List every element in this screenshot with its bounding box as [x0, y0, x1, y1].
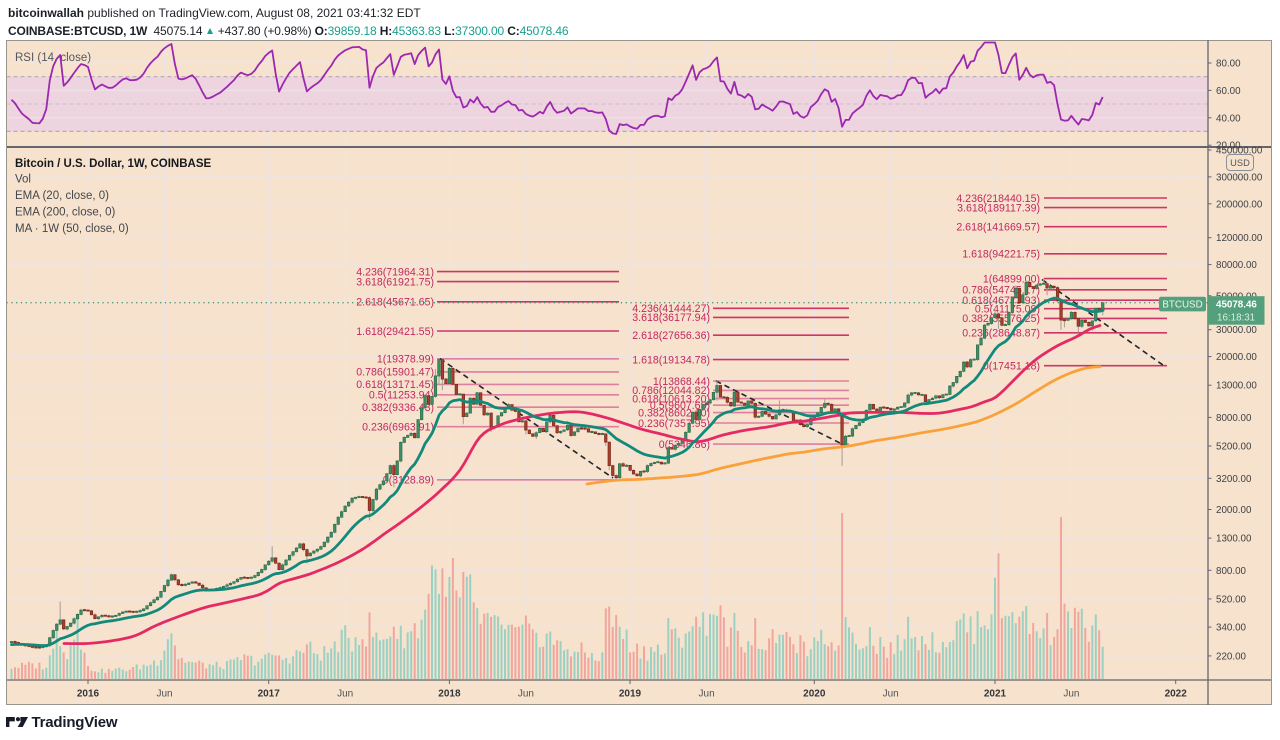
- svg-text:2019: 2019: [619, 689, 642, 700]
- svg-text:4.236(41444.27): 4.236(41444.27): [632, 303, 710, 315]
- svg-text:300000.00: 300000.00: [1216, 172, 1263, 183]
- svg-text:4.236(218440.15): 4.236(218440.15): [956, 193, 1040, 205]
- svg-text:3.618(36177.94): 3.618(36177.94): [632, 312, 710, 324]
- svg-text:Vol: Vol: [15, 174, 31, 186]
- svg-text:2.618(45671.65): 2.618(45671.65): [356, 297, 434, 309]
- svg-text:5200.00: 5200.00: [1216, 442, 1252, 453]
- svg-text:0.618(13171.45): 0.618(13171.45): [356, 379, 434, 391]
- svg-text:0.5(41175.09): 0.5(41175.09): [975, 304, 1040, 316]
- svg-text:2016: 2016: [77, 689, 100, 700]
- svg-text:120000.00: 120000.00: [1216, 233, 1263, 244]
- svg-text:TradingView: TradingView: [32, 714, 118, 731]
- svg-text:RSI (14, close): RSI (14, close): [15, 52, 91, 64]
- svg-text:0(3128.89): 0(3128.89): [383, 475, 434, 487]
- svg-text:Jun: Jun: [518, 689, 534, 700]
- svg-text:Jun: Jun: [156, 689, 172, 700]
- svg-text:2022: 2022: [1165, 689, 1188, 700]
- svg-text:30000.00: 30000.00: [1216, 325, 1257, 336]
- svg-text:2018: 2018: [438, 689, 461, 700]
- svg-text:13000.00: 13000.00: [1216, 381, 1257, 392]
- svg-text:Jun: Jun: [883, 689, 899, 700]
- svg-text:Jun: Jun: [337, 689, 353, 700]
- svg-text:2000.00: 2000.00: [1216, 505, 1252, 516]
- svg-text:1(13868.44): 1(13868.44): [653, 376, 710, 388]
- svg-text:Jun: Jun: [1063, 689, 1079, 700]
- svg-text:340.00: 340.00: [1216, 623, 1247, 634]
- svg-text:1(64899.00): 1(64899.00): [983, 273, 1040, 285]
- svg-text:0.618(10613.20): 0.618(10613.20): [632, 393, 710, 405]
- svg-text:1.618(19134.78): 1.618(19134.78): [632, 354, 710, 366]
- svg-text:EMA (20, close, 0): EMA (20, close, 0): [15, 190, 109, 202]
- svg-text:Bitcoin / U.S. Dollar, 1W, COI: Bitcoin / U.S. Dollar, 1W, COINBASE: [15, 158, 211, 170]
- svg-text:220.00: 220.00: [1216, 651, 1247, 662]
- svg-text:0.236(6963.91): 0.236(6963.91): [362, 422, 434, 434]
- svg-text:Jun: Jun: [699, 689, 715, 700]
- svg-text:45078.46: 45078.46: [1216, 300, 1257, 311]
- svg-text:450000.00: 450000.00: [1216, 146, 1263, 157]
- svg-text:1.618(29421.55): 1.618(29421.55): [356, 326, 434, 338]
- svg-text:3.618(61921.75): 3.618(61921.75): [356, 276, 434, 288]
- svg-text:200000.00: 200000.00: [1216, 199, 1263, 210]
- svg-text:USD: USD: [1230, 158, 1250, 168]
- svg-text:0.5(9607.65): 0.5(9607.65): [650, 400, 710, 412]
- svg-text:8000.00: 8000.00: [1216, 413, 1252, 424]
- svg-text:MA · 1W (50, close, 0): MA · 1W (50, close, 0): [15, 223, 129, 235]
- svg-text:2020: 2020: [803, 689, 826, 700]
- svg-text:800.00: 800.00: [1216, 566, 1247, 577]
- svg-text:20.00: 20.00: [1216, 141, 1241, 152]
- svg-text:0.786(12044.82): 0.786(12044.82): [632, 385, 710, 397]
- svg-text:60.00: 60.00: [1216, 86, 1241, 97]
- svg-text:2.618(141669.57): 2.618(141669.57): [956, 222, 1040, 234]
- svg-text:2017: 2017: [258, 689, 281, 700]
- svg-text:20000.00: 20000.00: [1216, 352, 1257, 363]
- svg-text:3.618(189117.39): 3.618(189117.39): [957, 202, 1040, 214]
- svg-text:1300.00: 1300.00: [1216, 534, 1252, 545]
- svg-text:16:18:31: 16:18:31: [1217, 313, 1255, 324]
- svg-text:80000.00: 80000.00: [1216, 260, 1257, 271]
- svg-text:0.382(9336.43): 0.382(9336.43): [362, 402, 434, 414]
- svg-text:1(19378.99): 1(19378.99): [377, 354, 434, 366]
- svg-text:80.00: 80.00: [1216, 59, 1241, 70]
- svg-text:2.618(27656.36): 2.618(27656.36): [632, 330, 710, 342]
- svg-text:0.236(28648.87): 0.236(28648.87): [962, 328, 1040, 340]
- svg-text:4.236(71964.31): 4.236(71964.31): [356, 266, 434, 278]
- svg-text:2021: 2021: [984, 689, 1007, 700]
- svg-text:BTCUSD: BTCUSD: [1162, 300, 1202, 311]
- svg-text:EMA (200, close, 0): EMA (200, close, 0): [15, 207, 116, 219]
- svg-text:520.00: 520.00: [1216, 594, 1247, 605]
- svg-text:1.618(94221.75): 1.618(94221.75): [962, 249, 1040, 261]
- svg-text:0.5(11253.94): 0.5(11253.94): [369, 390, 434, 402]
- svg-text:0.786(15901.47): 0.786(15901.47): [356, 367, 434, 379]
- svg-text:3200.00: 3200.00: [1216, 474, 1252, 485]
- svg-text:40.00: 40.00: [1216, 113, 1241, 124]
